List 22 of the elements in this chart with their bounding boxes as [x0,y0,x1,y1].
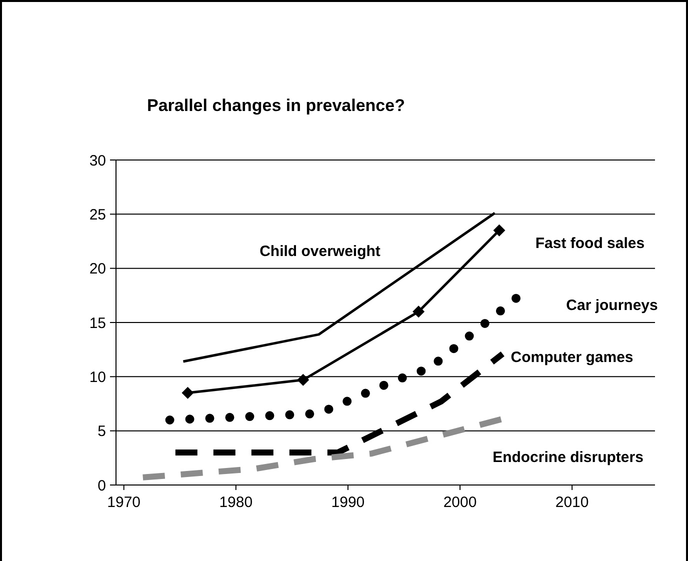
point [412,306,425,318]
series-label: Endocrine disrupters [492,449,644,466]
y-tick-label: 25 [89,206,106,224]
point [182,386,194,399]
chart-title: Parallel changes in prevalence? [147,96,405,115]
point [493,224,506,236]
text: Car journeys [566,297,658,314]
y-tick-label: 10 [89,368,106,386]
x-tick-label: 2010 [555,494,589,511]
series-label: Child overweight [260,243,380,260]
y-tick-label: 20 [89,260,106,278]
x-tick-label: 2000 [443,494,477,511]
y-tick-label: 15 [89,314,106,332]
point [297,374,310,386]
y-tick-label: 30 [89,152,106,170]
text: Fast food sales [535,235,645,252]
y-tick-label: 5 [98,423,106,440]
x-tick-label: 1970 [107,494,141,511]
y-tick-label: 0 [98,477,106,494]
series-label: Computer games [510,349,634,366]
x-tick-label: 1980 [219,494,253,511]
x-tick-label: 1990 [331,494,365,511]
